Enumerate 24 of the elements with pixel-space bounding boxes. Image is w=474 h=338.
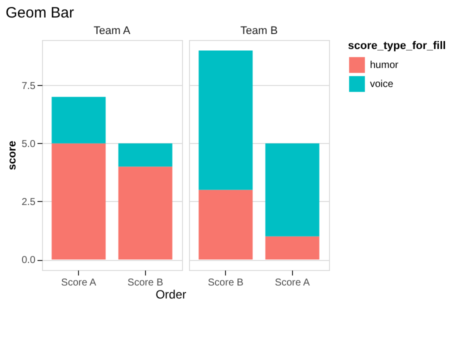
y-tick-label: 0.0 — [22, 255, 36, 266]
bar — [52, 96, 106, 144]
legend-label: voice — [370, 79, 394, 90]
legend-title: score_type_for_fill — [348, 40, 446, 52]
legend-label: humor — [370, 60, 400, 71]
y-tick-label: 5.0 — [22, 138, 36, 150]
x-axis-title: Order — [156, 288, 186, 302]
y-axis-title: score — [6, 140, 19, 170]
chart-subtitle: Team A — [94, 25, 132, 37]
y-tick-label: 2.5 — [22, 196, 36, 208]
bar — [265, 143, 320, 236]
bar — [198, 50, 253, 190]
bar — [118, 166, 172, 260]
x-tick-label: Score A — [274, 278, 310, 288]
chart-title: Geom Bar — [6, 4, 74, 22]
bar — [52, 143, 106, 260]
x-tick-label: Score A — [61, 278, 96, 288]
bar — [265, 236, 320, 260]
bar — [118, 143, 172, 167]
chart-subtitle: Team B — [240, 25, 278, 37]
x-tick-label: Score B — [128, 278, 164, 288]
y-tick-label: 7.5 — [22, 80, 36, 92]
x-tick-label: Score B — [208, 278, 244, 288]
bar — [198, 190, 253, 260]
